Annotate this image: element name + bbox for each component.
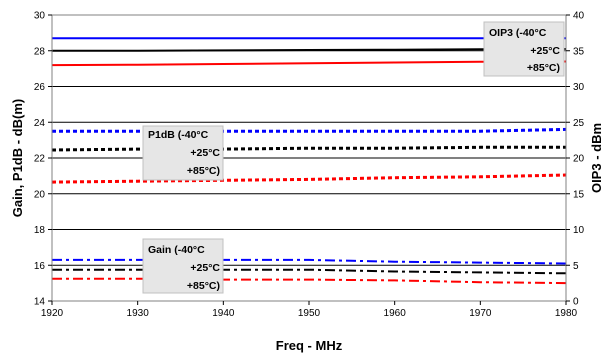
- series-line-oip3-2: [51, 60, 567, 67]
- legend-gain-entry-25c: +25°C: [190, 262, 220, 274]
- y-tick-label: 18: [34, 225, 46, 236]
- legend-p1db: P1dB (-40°C +25°C +85°C): [142, 125, 224, 181]
- y-tick-label: 26: [34, 82, 46, 93]
- y2-tick-label: 30: [573, 82, 585, 93]
- legend-p1db-label: P1dB (-40°C: [148, 129, 209, 141]
- legend-oip3-entry-85c: +85°C): [527, 62, 560, 74]
- x-tick-label: 1940: [212, 308, 235, 319]
- y-tick-label: 24: [34, 118, 46, 129]
- y2-tick-label: 25: [573, 118, 585, 129]
- series-line-gain-6: [52, 258, 567, 265]
- x-tick-label: 1960: [384, 308, 407, 319]
- legend-gain: Gain (-40°C +25°C +85°C): [142, 238, 224, 294]
- x-tick-label: 1920: [41, 308, 64, 319]
- series-line-oip3-1: [52, 48, 567, 52]
- legend-gain-label: Gain (-40°C: [148, 244, 205, 256]
- y-axis-ticks: 14 16 18 20 22 24 26 28 30: [34, 11, 52, 308]
- x-tick-label: 1970: [469, 308, 492, 319]
- x-tick-label: 1930: [127, 308, 150, 319]
- series-line-p1db-3: [52, 127, 567, 133]
- legend-oip3-label: OIP3 (-40°C: [489, 27, 547, 39]
- y2-axis-ticks: 0 5 10 15 20 25 30 35 40: [566, 11, 585, 308]
- y2-tick-label: 0: [573, 297, 579, 308]
- y2-axis-title: OIP3 - dBm: [589, 123, 604, 193]
- y2-tick-label: 20: [573, 154, 585, 165]
- y-tick-label: 30: [34, 11, 46, 22]
- x-axis-ticks: 1920 1930 1940 1950 1960 1970 1980: [41, 301, 578, 319]
- x-tick-label: 1980: [555, 308, 578, 319]
- series-line-p1db-4: [51, 145, 566, 152]
- y2-tick-label: 35: [573, 46, 585, 57]
- y-tick-label: 22: [34, 154, 46, 165]
- series-line-gain-7: [52, 268, 567, 275]
- y-tick-label: 14: [34, 297, 46, 308]
- y-tick-label: 28: [34, 46, 46, 57]
- data-series: [51, 37, 567, 285]
- y2-tick-label: 5: [573, 261, 579, 272]
- series-line-p1db-5: [51, 173, 567, 184]
- y2-tick-label: 15: [573, 189, 585, 200]
- legend-p1db-entry-25c: +25°C: [190, 147, 220, 159]
- x-axis-title: Freq - MHz: [276, 338, 343, 353]
- legend-oip3-entry-25c: +25°C: [530, 45, 560, 57]
- legend-oip3: OIP3 (-40°C +25°C +85°C): [483, 21, 565, 77]
- y-tick-label: 20: [34, 189, 46, 200]
- legend-p1db-entry-85c: +85°C): [187, 165, 220, 177]
- y2-tick-label: 40: [573, 11, 585, 22]
- y-tick-label: 16: [34, 261, 46, 272]
- x-tick-label: 1950: [298, 308, 321, 319]
- legend-gain-entry-85c: +85°C): [187, 280, 220, 292]
- y-axis-title: Gain, P1dB - dB(m): [10, 99, 25, 217]
- y2-tick-label: 10: [573, 225, 585, 236]
- series-line-gain-8: [52, 277, 567, 285]
